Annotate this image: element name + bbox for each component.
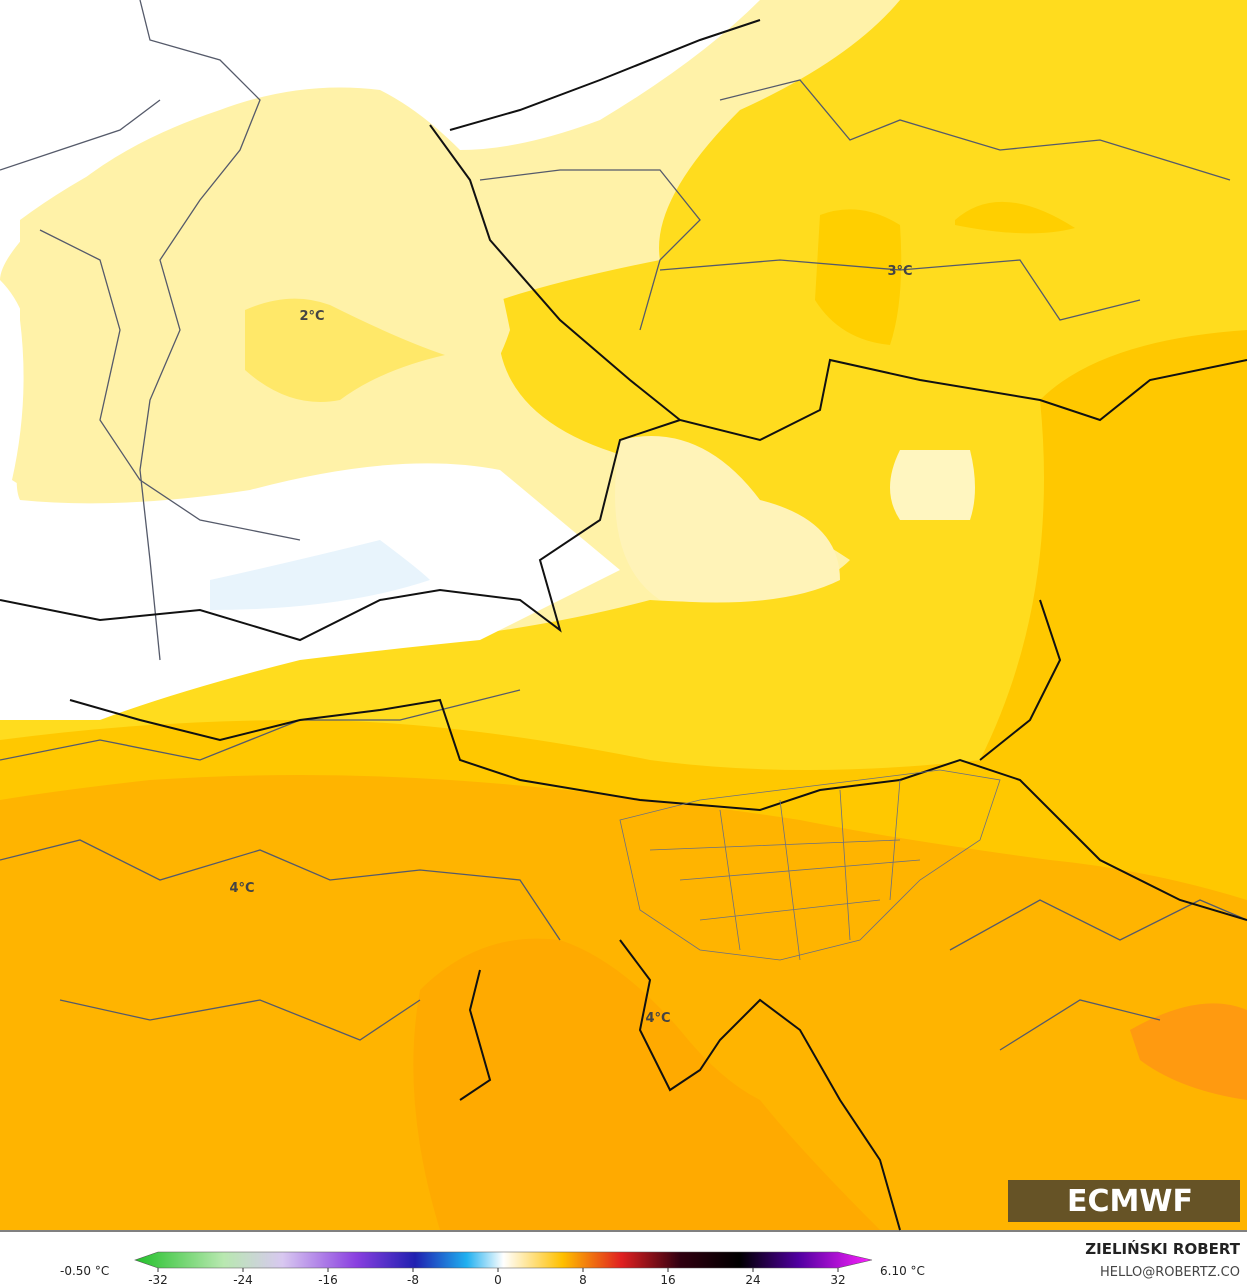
field-3c-2 [955,201,1075,234]
map-fields [0,0,1247,1230]
author: ZIELIŃSKI ROBERT [1085,1239,1240,1258]
contour-label: 4°C [645,1011,670,1026]
field-3c [815,209,902,345]
field-pale-2 [615,436,840,603]
colorbar-tick-label: 16 [660,1273,675,1287]
colorbar-min: -0.50 °C [60,1264,109,1278]
colorbar-tick-label: -8 [407,1273,419,1287]
contour-label: 3°C [887,264,912,279]
colorbar-max: 6.10 °C [880,1264,925,1278]
field-2c [245,298,445,402]
logo-text: ECMWF [1067,1184,1193,1219]
colorbar-ramp [134,1251,873,1269]
municipal-borders [619,769,1001,961]
contact: HELLO@ROBERTZ.CO [1100,1265,1240,1280]
field-pale-west [12,97,510,500]
colorbar-tick-label: 8 [579,1273,587,1287]
field-hot [1130,1003,1247,1100]
borders [0,0,1247,1231]
logo: ECMWF [1008,1180,1240,1222]
logo-box [1008,1180,1240,1222]
colorbar-tick-label: -24 [233,1273,253,1287]
colorbar-tick-label: -16 [318,1273,338,1287]
colorbar-tick-label: 24 [745,1273,760,1287]
colorbar-tick-label: -32 [148,1273,168,1287]
contour-label: 2°C [299,309,324,324]
colorbar: -0.50 °C 6.10 °C -32 -24 -16 -8 0 8 16 24 32 [60,1251,925,1287]
colorbar-tick-label: 0 [494,1273,502,1287]
field-cold-north [0,0,760,280]
field-pale-3 [890,450,975,520]
colorbar-tick-label: 32 [830,1273,845,1287]
field-cold-pocket [210,540,430,610]
contour-label: 4°C [229,881,254,896]
field-adriatic [413,938,880,1230]
